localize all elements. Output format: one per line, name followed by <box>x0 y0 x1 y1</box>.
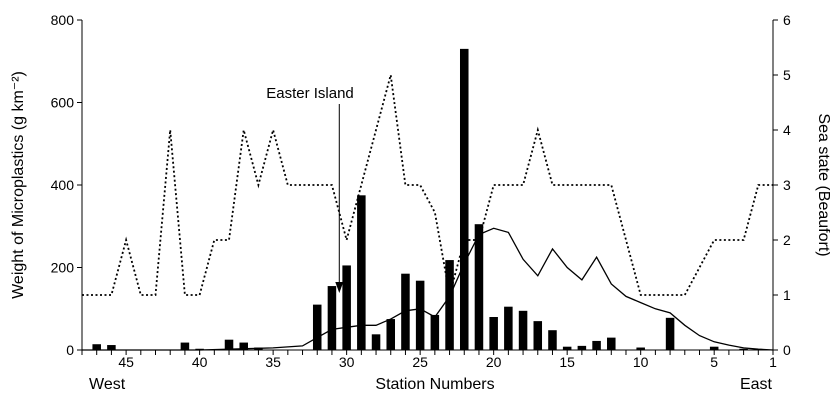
y-tick-label: 600 <box>51 95 75 111</box>
x-axis-title: Station Numbers <box>375 376 494 393</box>
bar <box>459 48 469 350</box>
bar <box>92 344 101 350</box>
y-tick-label: 400 <box>51 177 75 193</box>
bar <box>180 342 190 350</box>
bar <box>665 317 675 350</box>
bar <box>533 321 543 350</box>
bar <box>342 265 351 350</box>
bar <box>562 346 572 350</box>
bar <box>239 342 248 350</box>
bar <box>548 330 557 350</box>
bar <box>415 280 425 350</box>
labels-layer: Station Numbers West East Weight of Micr… <box>10 12 830 393</box>
x-tick-label: 1 <box>769 354 777 370</box>
x-tick-label: 25 <box>412 354 428 370</box>
x-tick-label: 40 <box>192 354 208 370</box>
y-axis-title: Weight of Microplastics (g km⁻²) <box>10 71 27 299</box>
bar <box>371 334 381 350</box>
y2-tick-label: 5 <box>783 67 791 83</box>
y2-tick-label: 4 <box>783 122 791 138</box>
y2-tick-label: 1 <box>783 287 791 303</box>
bar <box>224 339 234 350</box>
bars-layer <box>92 48 748 350</box>
bar <box>607 337 616 350</box>
x-tick-label: 20 <box>486 354 502 370</box>
bar <box>518 310 528 350</box>
bar <box>327 286 337 350</box>
y2-tick-label: 3 <box>783 177 791 193</box>
x-tick-label: 5 <box>710 354 718 370</box>
easter-island-annotation: Easter Island <box>266 85 354 102</box>
y-tick-label: 800 <box>51 12 75 28</box>
y-tick-label: 200 <box>51 260 75 276</box>
bar <box>386 319 396 350</box>
bar <box>636 347 645 350</box>
y2-tick-label: 2 <box>783 232 791 248</box>
bar <box>504 306 513 350</box>
y2-tick-label: 0 <box>783 342 791 358</box>
y-tick-label: 0 <box>66 342 74 358</box>
bar <box>107 345 116 350</box>
x-tick-label: 10 <box>633 354 649 370</box>
x-axis-right-label: East <box>740 376 773 393</box>
y2-axis-title: Sea state (Beaufort) <box>815 113 830 256</box>
bar <box>357 195 366 350</box>
x-tick-label: 35 <box>265 354 281 370</box>
bar <box>474 224 484 350</box>
bar <box>577 345 587 350</box>
y2-tick-label: 6 <box>783 12 791 28</box>
microplastics-trend-line <box>82 227 774 351</box>
annotation-arrow-head <box>335 282 344 293</box>
bar <box>489 317 498 350</box>
x-tick-label: 15 <box>559 354 575 370</box>
sea-state-line <box>82 74 773 296</box>
bar <box>445 260 454 350</box>
axes-layer <box>77 19 778 355</box>
bar <box>739 348 748 350</box>
x-tick-label: 45 <box>118 354 134 370</box>
bar <box>709 346 719 350</box>
x-tick-label: 30 <box>339 354 355 370</box>
bar <box>401 273 410 350</box>
bar <box>592 340 601 350</box>
bar <box>430 314 440 350</box>
bar <box>312 304 322 350</box>
lines-layer <box>82 74 774 351</box>
x-axis-left-label: West <box>89 376 126 393</box>
